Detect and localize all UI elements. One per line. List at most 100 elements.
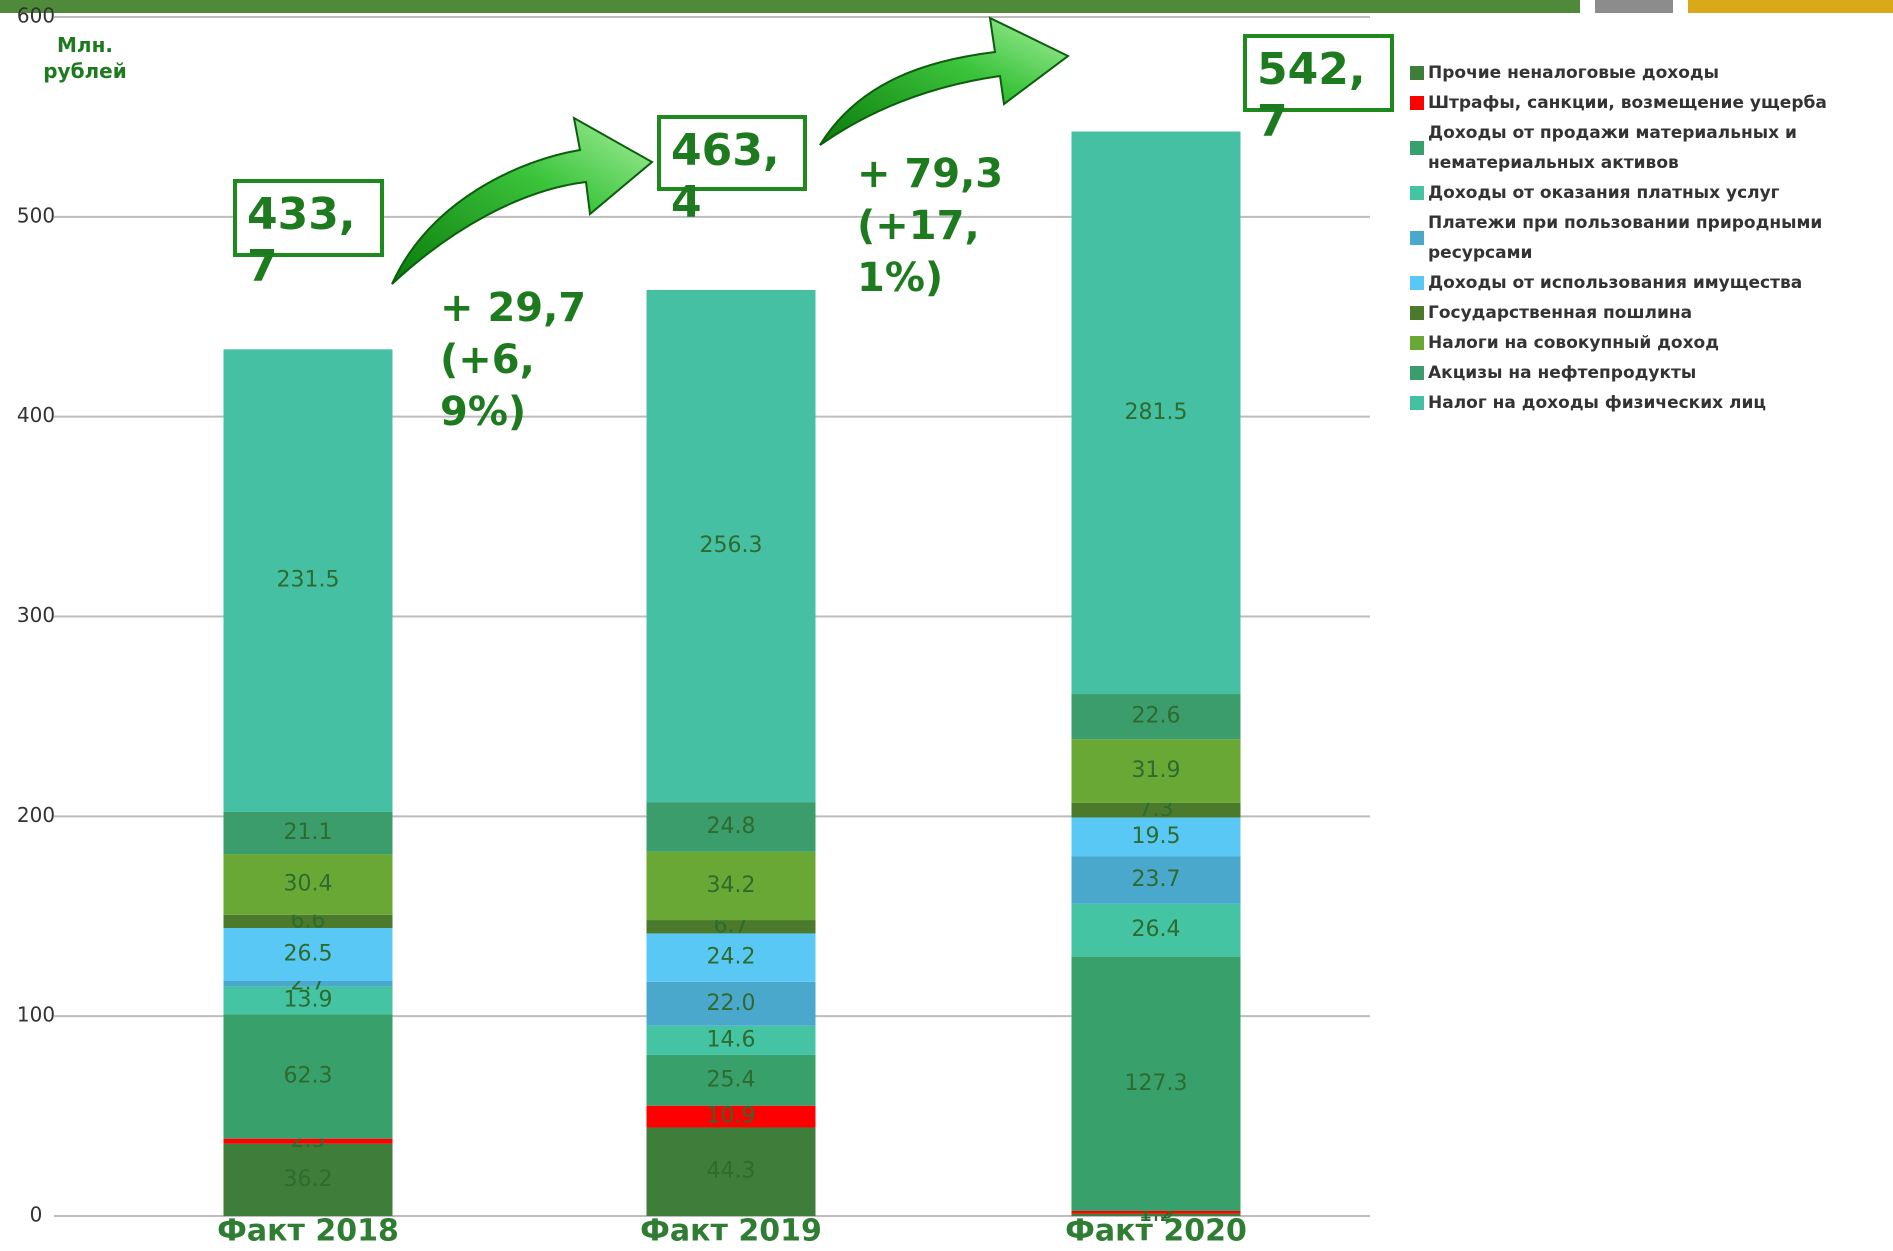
change-label: + 79,3 (+17,1%) [857,151,1004,301]
data-label: 13.9 [284,987,333,1012]
data-label: 31.9 [1132,758,1181,783]
data-label: 21.1 [284,820,333,845]
legend-swatch [1410,306,1424,320]
bar-segment [1071,739,1241,803]
legend-item: Доходы от оказания платных услуг [1410,178,1890,208]
data-label: 256.3 [700,533,763,558]
legend-item: Доходы от использования имущества [1410,268,1890,298]
legend-swatch [1410,141,1424,155]
data-label: 25.4 [707,1067,756,1092]
bar-segment [646,1054,816,1106]
arrow [819,16,1070,146]
y-tick-label: 400 [17,403,55,427]
legend-item: Доходы от продажи материальных и нематер… [1410,118,1890,178]
legend-item: Налоги на совокупный доход [1410,328,1890,358]
bar-segment [646,1105,816,1128]
legend-label: Штрафы, санкции, возмещение ущерба [1428,93,1827,113]
header-block [1595,0,1673,13]
data-label: 19.5 [1132,824,1181,849]
bar-segment [646,1127,816,1216]
legend-label: Доходы от оказания платных услуг [1428,183,1780,203]
bar-segment [1071,131,1241,695]
bar-segment [223,980,393,987]
bar-segment [1071,1211,1241,1214]
y-tick-label: 300 [17,603,55,627]
bar-segment [223,928,393,981]
data-label: 23.7 [1132,867,1181,892]
legend-label: Доходы от продажи материальных и нематер… [1428,123,1797,173]
bar-segment [1071,802,1241,818]
data-label: 14.6 [707,1027,756,1052]
legend-swatch [1410,276,1424,290]
bar-segment [646,1025,816,1055]
data-label: 24.8 [707,814,756,839]
legend-swatch [1410,366,1424,380]
legend-label: Налоги на совокупный доход [1428,333,1719,353]
total-box: 463,4 [657,115,807,228]
bar-segment [223,1143,393,1216]
data-label: 26.4 [1132,917,1181,942]
bar-segment [223,1138,393,1144]
bar-segment [1071,956,1241,1212]
legend-item: Акцизы на нефтепродукты [1410,358,1890,388]
bar-segment [646,981,816,1026]
bar-segment [1071,903,1241,957]
bar-segment [1071,856,1241,904]
legend: Прочие неналоговые доходы Штрафы, санкции… [1410,58,1890,418]
total-box: 542,7 [1243,34,1394,147]
legend-item: Прочие неналоговые доходы [1410,58,1890,88]
legend-swatch [1410,66,1424,80]
bar-segment [646,289,816,803]
data-label: 24.2 [707,945,756,970]
bar-segment [646,802,816,852]
data-label: 231.5 [277,568,340,593]
data-label: 22.6 [1132,704,1181,729]
data-label: 30.4 [284,871,333,896]
bar-segment [1071,1213,1241,1216]
legend-swatch [1410,396,1424,410]
data-label: 10.9 [707,1104,756,1129]
legend-swatch [1410,231,1424,245]
legend-item: Штрафы, санкции, возмещение ущерба [1410,88,1890,118]
legend-label: Прочие неналоговые доходы [1428,63,1720,83]
data-label: 281.5 [1125,400,1188,425]
data-label: 44.3 [707,1159,756,1184]
legend-swatch [1410,186,1424,200]
legend-label: Платежи при пользовании природными ресур… [1428,213,1823,263]
data-label: 34.2 [707,873,756,898]
bar-segment [223,914,393,929]
legend-label: Акцизы на нефтепродукты [1428,363,1697,383]
bar-segment [1071,817,1241,857]
bar-segment [1071,694,1241,740]
bar-segment [646,920,816,934]
bar-segment [223,811,393,855]
legend-item: Платежи при пользовании природными ресур… [1410,208,1890,268]
total-box: 433,7 [233,179,384,292]
legend-label: Государственная пошлина [1428,303,1693,323]
bar-segment [223,1014,393,1139]
y-tick-label: 0 [30,1203,43,1227]
arrow [391,116,654,285]
y-tick-label: 600 [17,4,55,28]
bar-segment [646,933,816,982]
y-axis-label: Млн. рублей [43,33,127,83]
bar-segment [646,851,816,921]
data-label: 127.3 [1125,1071,1188,1096]
data-label: 22.0 [707,991,756,1016]
legend-item: Налог на доходы физических лиц [1410,388,1890,418]
legend-item: Государственная пошлина [1410,298,1890,328]
data-label: 26.5 [284,942,333,967]
legend-label: Доходы от использования имущества [1428,273,1803,293]
legend-label: Налог на доходы физических лиц [1428,393,1766,413]
y-tick-label: 200 [17,803,55,827]
data-label: 62.3 [284,1063,333,1088]
x-tick-label: Факт 2018 [217,1214,399,1249]
bar-segment [223,986,393,1015]
y-tick-label: 500 [17,203,55,227]
y-tick-label: 100 [17,1003,55,1027]
header-block [1688,0,1893,13]
legend-swatch [1410,336,1424,350]
x-tick-label: Факт 2019 [640,1214,822,1249]
x-tick-label: Факт 2020 [1065,1214,1247,1249]
